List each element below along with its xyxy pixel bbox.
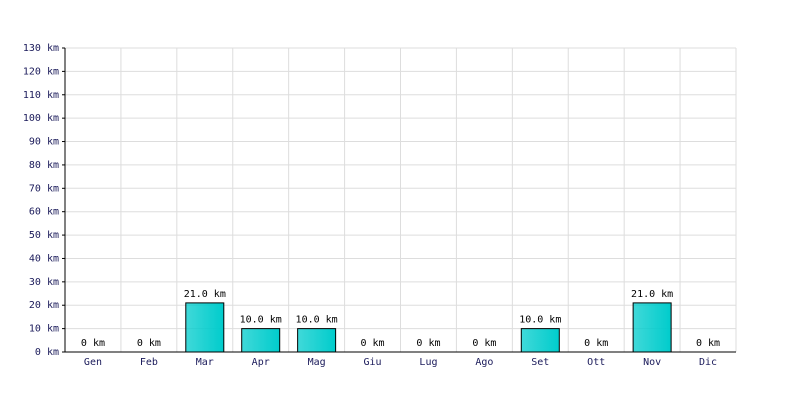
x-tick-label: Ago <box>475 357 493 368</box>
x-tick-label: Lug <box>419 357 437 368</box>
value-label: 0 km <box>584 338 608 349</box>
value-label: 0 km <box>81 338 105 349</box>
value-label: 0 km <box>472 338 496 349</box>
value-label: 21.0 km <box>631 289 673 300</box>
y-tick-label: 40 km <box>29 253 59 264</box>
bar <box>520 328 560 353</box>
y-tick-label: 30 km <box>29 277 59 288</box>
x-tick-label: Dic <box>699 357 717 368</box>
bar <box>632 302 672 353</box>
x-tick-label: Feb <box>140 357 158 368</box>
value-label: 0 km <box>416 338 440 349</box>
y-tick-label: 80 km <box>29 160 59 171</box>
y-tick-label: 70 km <box>29 183 59 194</box>
x-tick-label: Set <box>531 357 549 368</box>
value-label: 21.0 km <box>184 289 226 300</box>
value-label: 0 km <box>137 338 161 349</box>
x-tick-label: Gen <box>84 357 102 368</box>
bar <box>185 302 225 353</box>
value-label: 10.0 km <box>296 315 338 326</box>
y-tick-label: 10 km <box>29 324 59 335</box>
y-tick-label: 130 km <box>23 43 59 54</box>
x-tick-label: Nov <box>643 357 661 368</box>
value-label: 10.0 km <box>240 315 282 326</box>
x-tick-label: Apr <box>252 357 270 368</box>
x-tick-label: Mar <box>196 357 214 368</box>
x-tick-label: Ott <box>587 357 605 368</box>
value-label: 0 km <box>696 338 720 349</box>
value-label: 0 km <box>360 338 384 349</box>
y-tick-label: 110 km <box>23 90 59 101</box>
bar <box>297 328 337 353</box>
y-tick-label: 100 km <box>23 113 59 124</box>
value-label: 10.0 km <box>519 315 561 326</box>
y-tick-label: 0 km <box>35 347 59 358</box>
y-tick-label: 20 km <box>29 300 59 311</box>
x-tick-label: Giu <box>364 357 382 368</box>
y-tick-label: 120 km <box>23 66 59 77</box>
x-tick-label: Mag <box>308 357 326 368</box>
bar <box>241 328 281 353</box>
y-tick-label: 50 km <box>29 230 59 241</box>
y-tick-label: 60 km <box>29 207 59 218</box>
y-tick-label: 90 km <box>29 137 59 148</box>
